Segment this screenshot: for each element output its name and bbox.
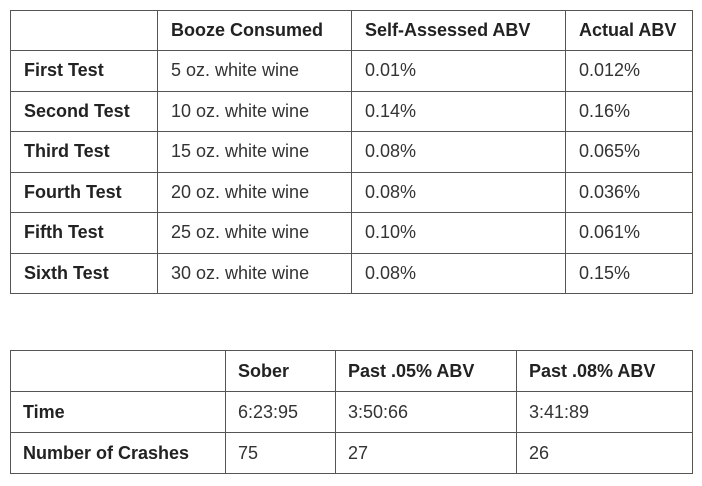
table-header-row: Sober Past .05% ABV Past .08% ABV: [10, 350, 693, 392]
table-row: First Test 5 oz. white wine 0.01% 0.012%: [10, 50, 693, 92]
driving-results-table: Sober Past .05% ABV Past .08% ABV Time 6…: [10, 350, 693, 474]
row-label: Third Test: [10, 131, 158, 173]
sober-cell: 75: [225, 432, 336, 474]
past-05-cell: 3:50:66: [335, 391, 517, 433]
self-abv-cell: 0.01%: [351, 50, 566, 92]
booze-cell: 10 oz. white wine: [157, 90, 352, 132]
table-row: Number of Crashes 75 27 26: [10, 432, 693, 474]
actual-abv-cell: 0.036%: [565, 171, 693, 213]
booze-cell: 5 oz. white wine: [157, 50, 352, 92]
row-label: Time: [10, 391, 226, 433]
abv-tests-table: Booze Consumed Self-Assessed ABV Actual …: [10, 10, 693, 294]
table-row: Fourth Test 20 oz. white wine 0.08% 0.03…: [10, 171, 693, 213]
sober-cell: 6:23:95: [225, 391, 336, 433]
booze-cell: 15 oz. white wine: [157, 131, 352, 173]
actual-abv-cell: 0.065%: [565, 131, 693, 173]
past-08-cell: 26: [516, 432, 693, 474]
booze-cell: 25 oz. white wine: [157, 212, 352, 254]
booze-cell: 30 oz. white wine: [157, 252, 352, 294]
self-abv-cell: 0.08%: [351, 131, 566, 173]
header-sober: Sober: [225, 350, 336, 392]
table-row: Fifth Test 25 oz. white wine 0.10% 0.061…: [10, 212, 693, 254]
row-label: Fourth Test: [10, 171, 158, 213]
header-self-assessed-abv: Self-Assessed ABV: [351, 10, 566, 51]
actual-abv-cell: 0.15%: [565, 252, 693, 294]
self-abv-cell: 0.14%: [351, 90, 566, 132]
table-row: Sixth Test 30 oz. white wine 0.08% 0.15%: [10, 252, 693, 294]
actual-abv-cell: 0.061%: [565, 212, 693, 254]
actual-abv-cell: 0.012%: [565, 50, 693, 92]
table-row: Time 6:23:95 3:50:66 3:41:89: [10, 391, 693, 433]
row-label: Fifth Test: [10, 212, 158, 254]
table-row: Third Test 15 oz. white wine 0.08% 0.065…: [10, 131, 693, 173]
self-abv-cell: 0.08%: [351, 171, 566, 213]
table-row: Second Test 10 oz. white wine 0.14% 0.16…: [10, 90, 693, 132]
booze-cell: 20 oz. white wine: [157, 171, 352, 213]
row-label: Sixth Test: [10, 252, 158, 294]
past-05-cell: 27: [335, 432, 517, 474]
header-cell-empty: [10, 10, 158, 51]
header-actual-abv: Actual ABV: [565, 10, 693, 51]
self-abv-cell: 0.10%: [351, 212, 566, 254]
row-label: First Test: [10, 50, 158, 92]
past-08-cell: 3:41:89: [516, 391, 693, 433]
row-label: Second Test: [10, 90, 158, 132]
actual-abv-cell: 0.16%: [565, 90, 693, 132]
row-label: Number of Crashes: [10, 432, 226, 474]
header-past-08-abv: Past .08% ABV: [516, 350, 693, 392]
self-abv-cell: 0.08%: [351, 252, 566, 294]
table-header-row: Booze Consumed Self-Assessed ABV Actual …: [10, 10, 693, 51]
header-past-05-abv: Past .05% ABV: [335, 350, 517, 392]
header-booze-consumed: Booze Consumed: [157, 10, 352, 51]
header-cell-empty: [10, 350, 226, 392]
